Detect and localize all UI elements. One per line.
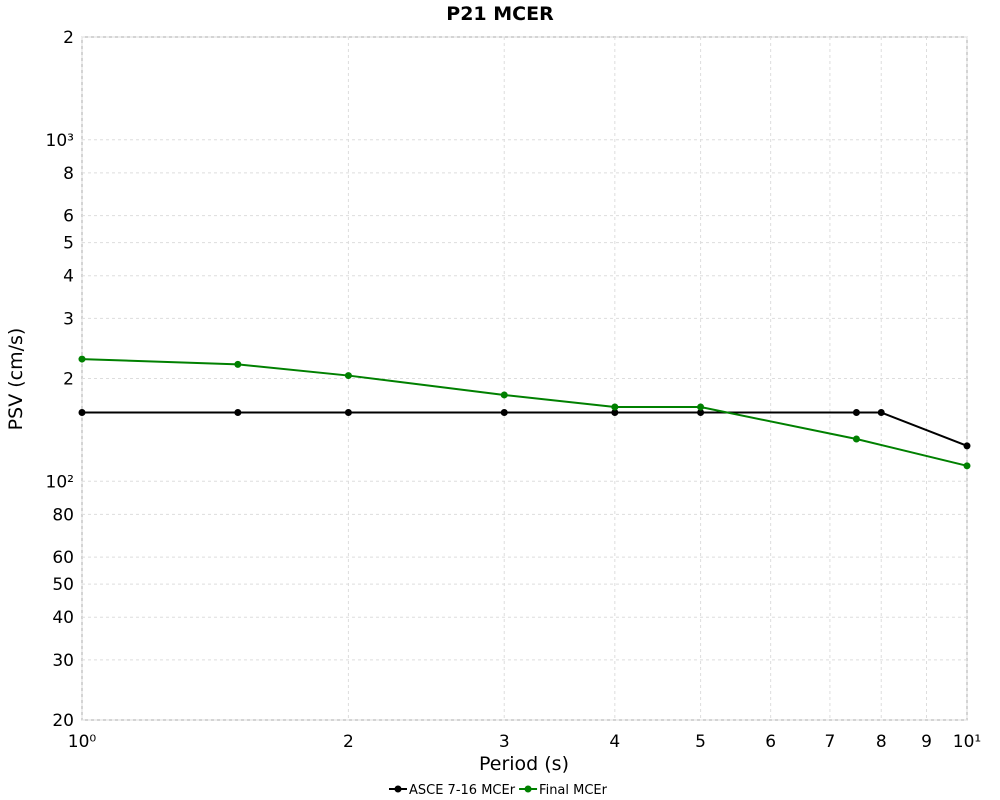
x-tick-label: 2 — [343, 732, 354, 752]
x-tick-label: 10⁰ — [68, 732, 97, 752]
x-axis-label: Period (s) — [479, 753, 569, 775]
data-point — [234, 360, 242, 368]
legend-label: Final MCEr — [539, 783, 608, 798]
y-tick-label: 50 — [52, 575, 74, 595]
data-point — [877, 409, 885, 417]
y-tick-label: 3 — [63, 309, 74, 329]
y-tick-label: 80 — [52, 505, 74, 525]
y-tick-label: 8 — [63, 164, 74, 184]
data-point — [697, 403, 705, 411]
x-tick-label: 4 — [609, 732, 620, 752]
y-tick-label: 30 — [52, 651, 74, 671]
x-tick-label: 10¹ — [953, 732, 981, 752]
data-point — [344, 372, 352, 380]
legend-label: ASCE 7-16 MCEr — [409, 783, 516, 798]
x-tick-label: 3 — [499, 732, 510, 752]
y-tick-label: 5 — [63, 234, 74, 254]
y-tick-label: 40 — [52, 608, 74, 628]
data-point — [611, 409, 619, 417]
y-tick-label: 10² — [46, 472, 74, 492]
x-tick-label: 5 — [695, 732, 706, 752]
y-tick-label: 6 — [63, 207, 74, 227]
data-point — [500, 391, 508, 399]
data-point — [963, 442, 971, 450]
x-tick-label: 8 — [876, 732, 887, 752]
series-line — [81, 358, 968, 467]
legend-swatch-marker — [524, 785, 532, 793]
y-tick-label: 2 — [63, 370, 74, 390]
x-tick-label: 7 — [824, 732, 835, 752]
data-point — [852, 435, 860, 443]
y-tick-label: 4 — [63, 267, 74, 287]
y-tick-label: 20 — [52, 711, 74, 731]
data-point — [78, 409, 86, 417]
chart-title: P21 MCER — [446, 3, 554, 25]
y-tick-label: 10³ — [46, 131, 74, 151]
x-tick-label: 6 — [765, 732, 776, 752]
data-point — [963, 462, 971, 470]
y-tick-label: 60 — [52, 548, 74, 568]
data-point — [611, 403, 619, 411]
data-point — [234, 409, 242, 417]
y-axis-label: PSV (cm/s) — [5, 328, 27, 431]
x-tick-label: 9 — [921, 732, 932, 752]
data-point — [78, 355, 86, 363]
y-tick-label: 2 — [63, 28, 74, 48]
data-point — [500, 409, 508, 417]
data-point — [697, 409, 705, 417]
data-point — [852, 409, 860, 417]
legend-swatch-marker — [394, 785, 402, 793]
series-line — [82, 411, 968, 447]
data-point — [344, 409, 352, 417]
